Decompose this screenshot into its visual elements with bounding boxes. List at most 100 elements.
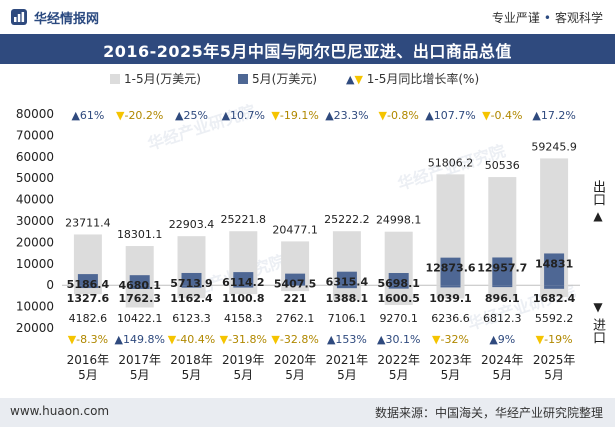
export-growth-label: ▲17.2% — [532, 109, 575, 122]
export-growth-value: -20.2% — [124, 109, 163, 122]
import-cum-label: 4182.6 — [69, 312, 108, 325]
x-category-line: 5月 — [285, 368, 305, 382]
x-category-label: 2017年 5月 — [118, 353, 161, 382]
export-cum-label: 25221.8 — [221, 213, 267, 226]
export-growth-value: 107.7% — [434, 109, 476, 122]
x-category-label: 2025年 5月 — [533, 353, 576, 382]
export-month-bar — [233, 272, 254, 286]
export-month-label: 4680.1 — [118, 279, 160, 292]
legend-label-month: 5月(万美元) — [252, 72, 317, 86]
x-category-label: 2018年 5月 — [170, 353, 213, 382]
triangle-down-icon: ▼ — [271, 109, 280, 122]
side-label-import: ▼ 进口 — [590, 300, 606, 344]
x-category-label: 2016年 5月 — [67, 353, 110, 382]
side-label-export: 出口 ▲ — [590, 180, 606, 224]
export-growth-value: 25% — [184, 109, 208, 122]
import-growth-label: ▼-32% — [432, 333, 469, 346]
import-cum-label: 6123.3 — [172, 312, 211, 325]
export-cum-label: 20477.1 — [272, 223, 318, 236]
tagline-separator: • — [543, 11, 551, 25]
export-month-bar — [285, 273, 306, 286]
legend-label-cumulative: 1-5月(万美元) — [124, 72, 201, 86]
export-growth-value: -0.4% — [491, 109, 523, 122]
import-month-bar — [492, 285, 513, 288]
import-growth-value: 153% — [335, 333, 366, 346]
legend-swatch-cumulative — [110, 74, 120, 84]
import-growth-value: -8.3% — [76, 333, 108, 346]
y-tick-label: 10000 — [16, 257, 54, 271]
x-category-line: 5月 — [337, 368, 357, 382]
triangle-down-icon: ▼ — [116, 109, 125, 122]
export-month-label: 12957.7 — [477, 261, 527, 274]
import-cum-bar — [229, 285, 258, 295]
import-growth-label: ▼-32.8% — [271, 333, 318, 346]
y-tick-label: 20000 — [16, 321, 54, 335]
x-category-label: 2022年 5月 — [377, 353, 420, 382]
import-month-label: 1388.1 — [326, 292, 368, 305]
footer-url: www.huaon.com — [10, 404, 110, 418]
import-growth-label: ▼-31.8% — [220, 333, 267, 346]
import-cum-bar — [384, 285, 413, 306]
top-bar: 华经情报网 专业严谨 • 客观科学 — [0, 0, 615, 34]
triangle-up-icon: ▲ — [327, 333, 336, 346]
huajing-logo-icon — [11, 9, 27, 25]
triangle-up-icon: ▲ — [114, 333, 123, 346]
import-month-label: 1100.8 — [222, 292, 264, 305]
import-growth-value: 149.8% — [123, 333, 165, 346]
brand-name: 华经情报网 — [34, 12, 100, 27]
import-growth-value: -40.4% — [176, 333, 215, 346]
import-growth-value: -32.8% — [280, 333, 319, 346]
import-month-bar — [181, 285, 202, 288]
legend-label-growth: 1-5月同比增长率(%) — [366, 72, 480, 86]
x-category-line: 5月 — [492, 368, 512, 382]
import-growth-value: -19% — [544, 333, 572, 346]
y-tick-label: 50000 — [16, 171, 54, 185]
y-tick-label: 20000 — [16, 235, 54, 249]
triangle-up-icon: ▲ — [175, 109, 184, 122]
import-growth-label: ▲30.1% — [377, 333, 420, 346]
import-growth-label: ▼-8.3% — [68, 333, 108, 346]
import-month-label: 1327.6 — [67, 292, 110, 305]
import-growth-label: ▲9% — [489, 333, 515, 346]
export-cum-label: 24998.1 — [376, 214, 422, 227]
x-category-line: 2018年 — [170, 353, 213, 367]
export-growth-label: ▲23.3% — [325, 109, 368, 122]
triangle-up-icon: ▲ — [425, 109, 434, 122]
x-category-line: 2019年 — [222, 353, 265, 367]
tagline-left: 专业严谨 — [491, 11, 540, 25]
footer-source: 数据来源：中国海关，华经产业研究院整理 — [374, 406, 603, 420]
import-month-label: 1600.5 — [377, 292, 419, 305]
export-cum-label: 51806.2 — [428, 156, 474, 169]
x-category-line: 5月 — [233, 368, 253, 382]
import-cum-label: 4158.3 — [224, 312, 263, 325]
import-month-label: 1162.4 — [170, 292, 213, 305]
import-cum-label: 10422.1 — [117, 312, 163, 325]
y-tick-label: 60000 — [16, 150, 54, 164]
triangle-down-icon: ▼ — [432, 333, 441, 346]
export-month-label: 5698.1 — [377, 277, 419, 290]
y-tick-label: 10000 — [16, 300, 54, 314]
export-growth-label: ▼-20.2% — [116, 109, 163, 122]
import-growth-label: ▲153% — [327, 333, 367, 346]
arrow-up-icon: ▲ — [593, 209, 603, 223]
y-tick-label: 70000 — [16, 128, 54, 142]
triangle-up-icon: ▲ — [346, 73, 355, 86]
triangle-up-icon: ▲ — [489, 333, 498, 346]
triangle-down-icon: ▼ — [271, 333, 280, 346]
triangle-down-icon: ▼ — [168, 333, 177, 346]
triangle-down-icon: ▼ — [536, 333, 545, 346]
legend-item-cumulative: 1-5月(万美元) — [110, 70, 201, 87]
import-month-bar — [440, 285, 461, 288]
y-tick-label: 80000 — [16, 107, 54, 121]
export-month-label: 6315.4 — [326, 276, 369, 289]
export-growth-label: ▼-0.8% — [379, 109, 419, 122]
import-month-label: 1682.4 — [533, 292, 576, 305]
export-month-bar — [544, 253, 565, 286]
import-growth-value: 30.1% — [385, 333, 420, 346]
import-cum-bar — [125, 285, 154, 308]
import-cum-bar — [73, 285, 102, 295]
import-cum-bar — [540, 285, 569, 298]
triangle-up-icon: ▲ — [377, 333, 386, 346]
import-growth-value: 9% — [498, 333, 515, 346]
import-month-label: 221 — [284, 292, 307, 305]
